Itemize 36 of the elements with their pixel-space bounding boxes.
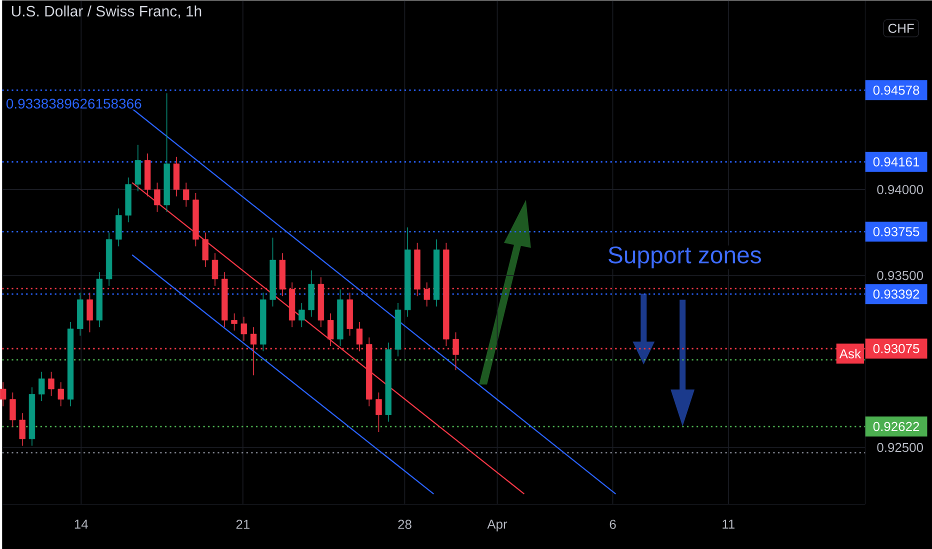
candlestick bbox=[48, 371, 54, 396]
chart-title: U.S. Dollar / Swiss Franc, 1h bbox=[12, 5, 202, 18]
candlestick bbox=[58, 382, 64, 407]
x-tick-label: 21 bbox=[236, 520, 250, 529]
ref-line-label: 0.92622 bbox=[873, 422, 920, 432]
candlestick bbox=[231, 312, 238, 331]
y-tick-label: 0.92500 bbox=[877, 442, 924, 452]
candlestick bbox=[19, 412, 26, 446]
candlestick bbox=[183, 182, 190, 208]
candlestick bbox=[240, 316, 247, 342]
candlestick bbox=[452, 332, 459, 370]
ref-line-label: 0.93075 bbox=[873, 344, 920, 354]
y-tick-label: 0.94000 bbox=[877, 184, 924, 194]
candlestick bbox=[298, 302, 305, 328]
candlestick bbox=[327, 312, 334, 346]
candlestick bbox=[202, 232, 208, 268]
ref-line-label: 0.93755 bbox=[873, 227, 920, 236]
annotation: Support zones bbox=[608, 246, 761, 268]
x-tick-label: 11 bbox=[722, 520, 734, 529]
x-tick-label: Apr bbox=[487, 520, 508, 532]
annotation: Ask bbox=[839, 348, 861, 358]
candlestick bbox=[212, 252, 218, 286]
ref-line-label: 0.94161 bbox=[873, 157, 920, 166]
ref-line-label: 0.93392 bbox=[873, 289, 920, 299]
x-tick-label: 28 bbox=[398, 520, 412, 529]
ref-line-label: 0.94578 bbox=[873, 86, 920, 95]
x-tick-label: 14 bbox=[74, 520, 88, 529]
candlestick bbox=[0, 382, 6, 407]
annotation: 0.9338389626158366 bbox=[6, 98, 142, 109]
candlestick bbox=[10, 392, 16, 428]
y-tick-label: 0.93500 bbox=[877, 270, 924, 280]
candlestick bbox=[86, 292, 93, 333]
x-tick-label: 6 bbox=[610, 520, 616, 529]
candlestick bbox=[38, 371, 45, 402]
candlestick bbox=[376, 392, 382, 432]
text: CHF bbox=[888, 24, 914, 33]
